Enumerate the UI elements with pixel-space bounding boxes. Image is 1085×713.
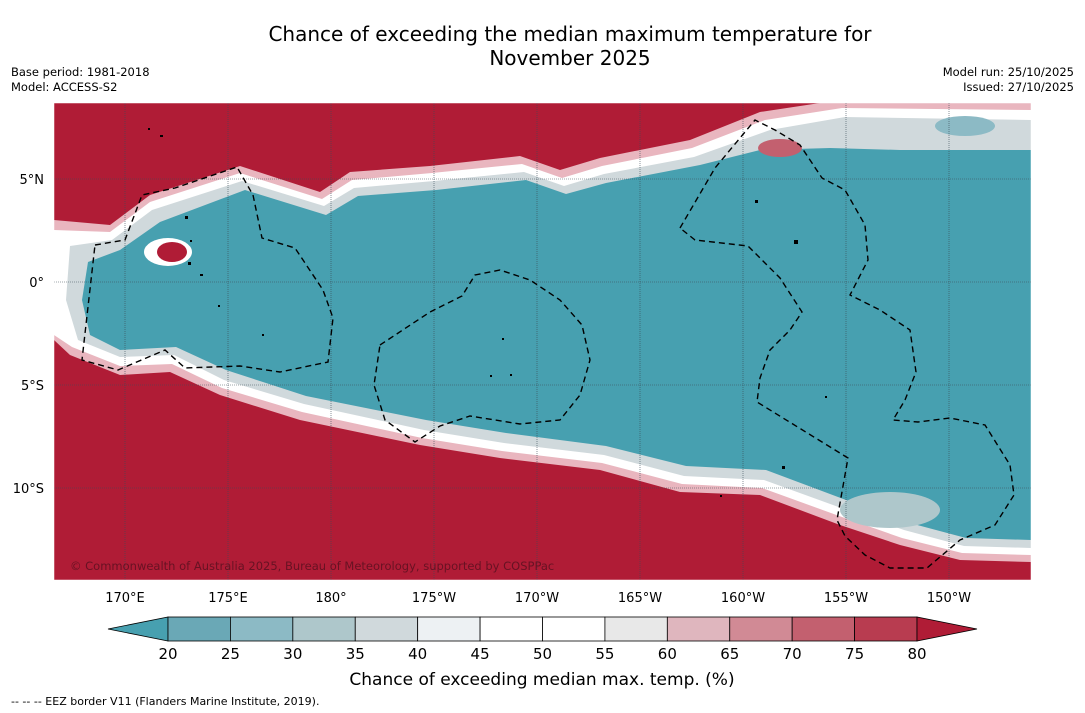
base-period: Base period: 1981-2018	[11, 65, 150, 79]
lat-label: 10°S	[13, 482, 44, 497]
light-patch-se	[840, 492, 940, 528]
lon-label: 180°	[315, 591, 346, 606]
lat-labels: 5°N 0° 5°S 10°S	[13, 173, 44, 497]
colorbar-segment	[167, 616, 231, 642]
colorbar-tick-label: 30	[283, 645, 302, 663]
colorbar: 20 25 30 35 40 45 50 55 60 65 70 75 80	[107, 616, 978, 663]
colorbar-segment	[729, 616, 793, 642]
meta-right: Model run: 25/10/2025 Issued: 27/10/2025	[943, 65, 1074, 95]
eez-kiribati-gilbert	[81, 166, 334, 373]
colorbar-tick-label: 40	[408, 645, 427, 663]
lat-label: 5°N	[20, 173, 45, 188]
lon-label: 175°W	[412, 591, 456, 606]
colorbar-tick-label: 60	[658, 645, 677, 663]
title-line-1: Chance of exceeding the median maximum t…	[268, 22, 872, 46]
lon-label: 165°W	[618, 591, 662, 606]
colorbar-segment	[854, 616, 918, 642]
colorbar-extend-low	[107, 616, 169, 642]
colorbar-tick-label: 20	[158, 645, 177, 663]
colorbar-tick-label: 50	[533, 645, 552, 663]
copyright-text: © Commonwealth of Australia 2025, Bureau…	[70, 559, 554, 573]
lon-label: 160°W	[721, 591, 765, 606]
colorbar-segment	[666, 616, 731, 642]
forecast-map-area	[54, 103, 1031, 580]
eez-footnote: -- -- -- EEZ border V11 (Flanders Marine…	[11, 695, 320, 708]
colorbar-tick-label: 55	[595, 645, 614, 663]
colorbar-tick-label: 70	[783, 645, 802, 663]
eez-kiribati-phoenix	[373, 269, 591, 443]
colorbar-segment	[791, 616, 855, 642]
colorbar-segment	[417, 616, 481, 642]
lon-label: 175°E	[208, 591, 248, 606]
model-name: Model: ACCESS-S2	[11, 80, 118, 94]
cool-patch-ne	[935, 116, 995, 136]
map-frame	[53, 102, 1032, 581]
map-title: Chance of exceeding the median maximum t…	[0, 22, 1085, 70]
model-run: Model run: 25/10/2025	[942, 65, 1074, 79]
colorbar-label: Chance of exceeding median max. temp. (%…	[349, 670, 734, 690]
meta-left: Base period: 1981-2018 Model: ACCESS-S2	[11, 65, 150, 95]
lon-labels: 170°E 175°E 180° 175°W 170°W 165°W 160°W…	[105, 591, 971, 606]
colorbar-tick-label: 45	[471, 645, 490, 663]
lat-label: 0°	[29, 276, 44, 291]
lon-label: 155°W	[824, 591, 868, 606]
colorbar-segment	[542, 616, 606, 642]
grid	[54, 103, 1031, 580]
warm-anomaly-core	[157, 242, 187, 262]
colorbar-extend-high	[916, 616, 978, 642]
lon-label: 170°E	[105, 591, 145, 606]
colorbar-tick-label: 25	[221, 645, 240, 663]
islands	[148, 128, 827, 497]
lon-label: 150°W	[927, 591, 971, 606]
eez-borders	[81, 119, 1015, 569]
colorbar-segment	[230, 616, 294, 642]
title-line-2: November 2025	[489, 46, 651, 70]
eez-kiribati-line	[679, 119, 1015, 569]
issued-date: Issued: 27/10/2025	[963, 80, 1074, 94]
lat-label: 5°S	[21, 379, 44, 394]
colorbar-tick-label: 35	[346, 645, 365, 663]
colorbar-segment	[604, 616, 668, 642]
colorbar-segment	[292, 616, 356, 642]
lon-label: 170°W	[515, 591, 559, 606]
colorbar-segment	[354, 616, 419, 642]
cool-region	[82, 148, 1031, 540]
colorbar-tick-label: 80	[907, 645, 926, 663]
colorbar-segment	[479, 616, 543, 642]
colorbar-tick-label: 65	[720, 645, 739, 663]
colorbar-tick-label: 75	[845, 645, 864, 663]
warm-patch-north	[758, 139, 802, 157]
